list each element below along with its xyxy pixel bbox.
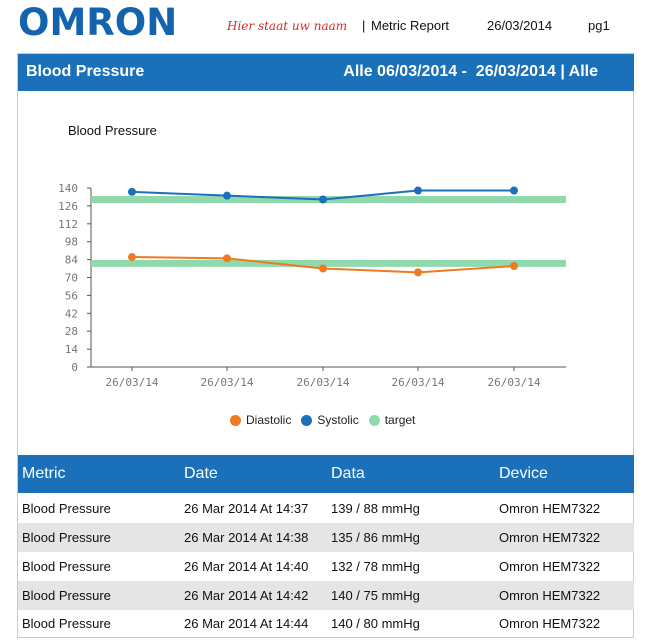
cell-device: Omron HEM7322 <box>499 530 601 545</box>
chart-title: Blood Pressure <box>68 123 157 138</box>
date-range: Alle 06/03/2014 - 26/03/2014 | Alle <box>343 63 598 80</box>
legend-systolic-label: Systolic <box>317 413 359 427</box>
legend-target-marker <box>368 414 380 426</box>
cell-metric: Blood Pressure <box>22 501 111 516</box>
y-tick-label: 140 <box>58 182 78 195</box>
legend-item-diastolic: Diastolic <box>230 413 291 427</box>
table-row: Blood Pressure 26 Mar 2014 At 14:38 135 … <box>18 523 634 552</box>
report-date: 26/03/2014 <box>487 18 553 33</box>
cell-date: 26 Mar 2014 At 14:42 <box>184 588 309 603</box>
diastolic-point <box>319 264 327 273</box>
systolic-point <box>223 191 231 200</box>
y-tick-label: 98 <box>65 236 78 249</box>
x-tick-label: 26/03/14 <box>297 376 350 389</box>
cell-data: 132 / 78 mmHg <box>331 559 420 574</box>
section-title: Blood Pressure <box>26 63 145 80</box>
omron-logo: OMRON <box>18 1 178 44</box>
cell-data: 140 / 75 mmHg <box>331 588 420 603</box>
table-row: Blood Pressure 26 Mar 2014 At 14:44 140 … <box>18 609 634 638</box>
cell-device: Omron HEM7322 <box>499 588 601 603</box>
column-header-metric: Metric <box>22 465 66 482</box>
y-tick-label: 56 <box>65 289 78 302</box>
cell-data: 135 / 86 mmHg <box>331 530 420 545</box>
legend-systolic-marker <box>301 414 313 426</box>
cell-date: 26 Mar 2014 At 14:37 <box>184 501 309 516</box>
cell-date: 26 Mar 2014 At 14:40 <box>184 559 309 574</box>
y-tick-label: 0 <box>71 361 78 374</box>
table-row: Blood Pressure 26 Mar 2014 At 14:42 140 … <box>18 581 634 610</box>
report-title: Metric Report <box>371 18 450 33</box>
chart-legend: Diastolic Systolic target <box>230 413 425 427</box>
blood-pressure-chart: 0 14 28 42 56 70 84 98 112 126 140 26/03/14 26/03/14… <box>58 182 566 389</box>
table-row: Blood Pressure 26 Mar 2014 At 14:40 132 … <box>18 552 634 581</box>
x-tick-label: 26/03/14 <box>201 376 254 389</box>
diastolic-point <box>128 253 136 262</box>
systolic-point <box>319 195 327 204</box>
x-tick-label: 26/03/14 <box>106 376 159 389</box>
systolic-point <box>510 186 518 195</box>
cell-data: 139 / 88 mmHg <box>331 501 420 516</box>
diastolic-point <box>223 254 231 263</box>
y-tick-label: 70 <box>65 272 78 285</box>
cell-metric: Blood Pressure <box>22 616 111 631</box>
y-tick-label: 126 <box>58 200 78 213</box>
column-header-data: Data <box>331 465 365 482</box>
cell-device: Omron HEM7322 <box>499 616 601 631</box>
legend-item-target: target <box>368 413 416 427</box>
cell-date: 26 Mar 2014 At 14:38 <box>184 530 309 545</box>
legend-diastolic-label: Diastolic <box>246 413 292 427</box>
y-tick-label: 28 <box>65 325 78 338</box>
cell-date: 26 Mar 2014 At 14:44 <box>184 616 309 631</box>
legend-item-systolic: Systolic <box>301 413 359 427</box>
cell-device: Omron HEM7322 <box>499 559 601 574</box>
systolic-point <box>414 186 422 195</box>
legend-target-label: target <box>384 413 416 427</box>
diastolic-point <box>510 261 518 270</box>
y-tick-label: 42 <box>65 307 78 320</box>
diastolic-point <box>414 268 422 277</box>
y-tick-label: 14 <box>65 343 79 356</box>
column-header-date: Date <box>184 465 218 482</box>
table-row: Blood Pressure 26 Mar 2014 At 14:37 139 … <box>18 494 634 523</box>
section-header-bar: Blood Pressure Alle 06/03/2014 - 26/03/2… <box>18 54 634 91</box>
cell-metric: Blood Pressure <box>22 559 111 574</box>
x-tick-label: 26/03/14 <box>488 376 541 389</box>
y-tick-label: 112 <box>58 218 78 231</box>
cell-metric: Blood Pressure <box>22 588 111 603</box>
cell-device: Omron HEM7322 <box>499 501 601 516</box>
cell-data: 140 / 80 mmHg <box>331 616 420 631</box>
cell-metric: Blood Pressure <box>22 530 111 545</box>
user-name-placeholder: Hier staat uw naam <box>227 19 348 33</box>
table-header: Metric Date Data Device <box>18 455 634 493</box>
column-header-device: Device <box>499 465 548 482</box>
report-frame <box>17 53 634 638</box>
legend-diastolic-marker <box>230 414 241 426</box>
x-tick-label: 26/03/14 <box>392 376 445 389</box>
page-number: pg1 <box>588 18 610 33</box>
systolic-point <box>128 187 136 196</box>
header-separator: | <box>362 18 366 33</box>
y-tick-label: 84 <box>65 254 79 267</box>
